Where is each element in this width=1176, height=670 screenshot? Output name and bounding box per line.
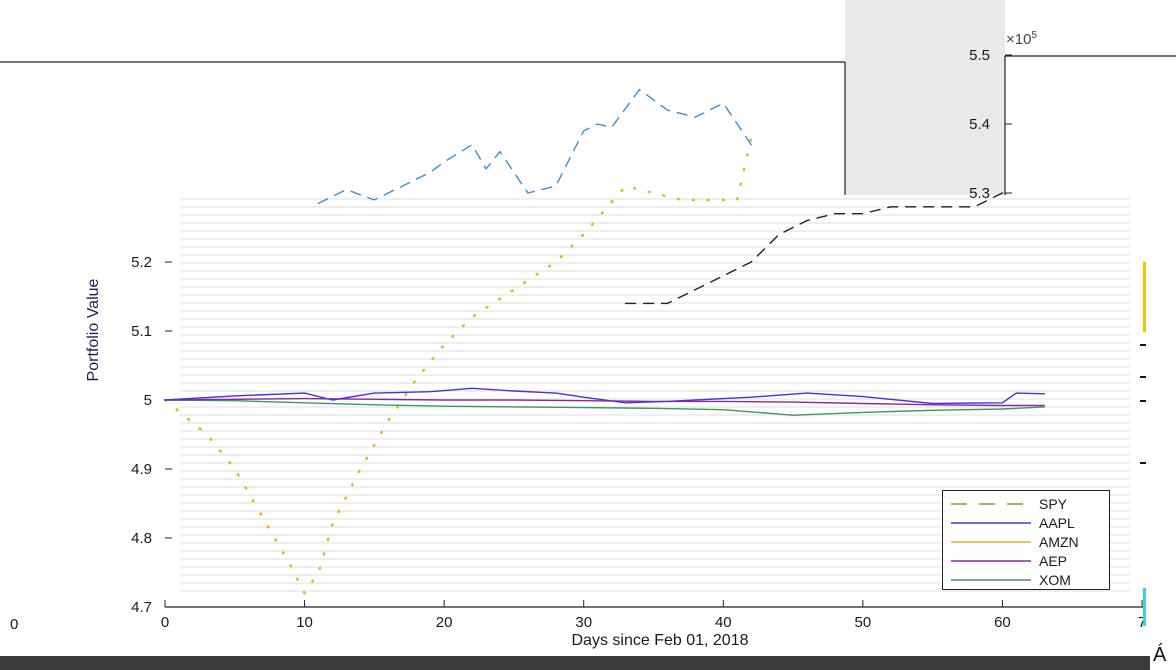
series-line-aep [164, 397, 1045, 407]
bottom-bar [0, 656, 1150, 670]
y-axis-multiplier: ×105 [1006, 30, 1037, 48]
legend-entry-spy: SPY [943, 494, 1109, 513]
legend-swatch [951, 502, 1031, 505]
side-artifact-yellow [1143, 262, 1146, 332]
stray-tick-label: 0 [10, 616, 19, 633]
y-tick-label: 4.8 [131, 530, 152, 547]
series-line-xom [164, 399, 1045, 416]
y-tick-label: 5.2 [131, 254, 152, 271]
tick-labels: 0 10 20 30 40 50 60 7 4.7 4.8 4.9 5 5.1 5.2 5.3 5.4 5.5 [131, 47, 1146, 631]
side-artifact-tick [1140, 400, 1146, 402]
multiplier-base: ×10 [1006, 31, 1032, 48]
glitch-panel [845, 0, 1005, 195]
x-tick-label: 20 [436, 614, 453, 631]
legend-entry-amzn: AMZN [943, 532, 1109, 551]
y-tick-label: 5.1 [131, 323, 152, 340]
legend-label: AAPL [1039, 514, 1075, 531]
series-line-overlay [624, 192, 1004, 305]
x-tick-label: 60 [994, 614, 1011, 631]
legend-swatch [951, 559, 1031, 562]
side-artifact-tick [1140, 462, 1146, 464]
legend-label: SPY [1039, 495, 1068, 512]
x-tick-label: 40 [715, 614, 732, 631]
legend-entry-aapl: AAPL [943, 513, 1109, 532]
x-tick-label: 50 [855, 614, 872, 631]
y-tick-label: 5 [144, 392, 152, 409]
multiplier-exponent: 5 [1031, 30, 1038, 41]
legend-label: AMZN [1039, 533, 1079, 550]
legend: SPY AAPL AMZN AEP XOM [942, 490, 1110, 590]
legend-entry-xom: XOM [943, 570, 1109, 589]
side-artifact-cyan [1143, 588, 1146, 626]
legend-swatch [951, 540, 1031, 543]
y-axis-label: Portfolio Value [85, 278, 102, 382]
series-layer [163, 88, 1045, 595]
side-artifact-tick [1140, 344, 1146, 346]
y-tick-label: 5.5 [969, 47, 990, 64]
series-line-overlay [317, 88, 752, 204]
x-tick-label: 30 [575, 614, 592, 631]
legend-label: AEP [1039, 552, 1068, 569]
legend-label: XOM [1039, 571, 1071, 588]
y-tick-label: 5.3 [969, 185, 990, 202]
y-tick-label: 4.7 [131, 599, 152, 616]
series-line-aapl [164, 387, 1045, 405]
x-axis-label: Days since Feb 01, 2018 [571, 632, 749, 649]
y-tick-label: 5.4 [969, 116, 990, 133]
x-tick-label: 10 [296, 614, 313, 631]
side-artifact-tick [1140, 376, 1146, 378]
x-tick-label: 7 [1138, 614, 1146, 631]
legend-entry-aep: AEP [943, 551, 1109, 570]
legend-swatch [951, 578, 1031, 581]
series-line-amzn [163, 136, 753, 595]
y-tick-label: 4.9 [131, 461, 152, 478]
legend-swatch [951, 521, 1031, 524]
stray-glyph: Á [1153, 644, 1167, 666]
x-tick-label: 0 [161, 614, 169, 631]
